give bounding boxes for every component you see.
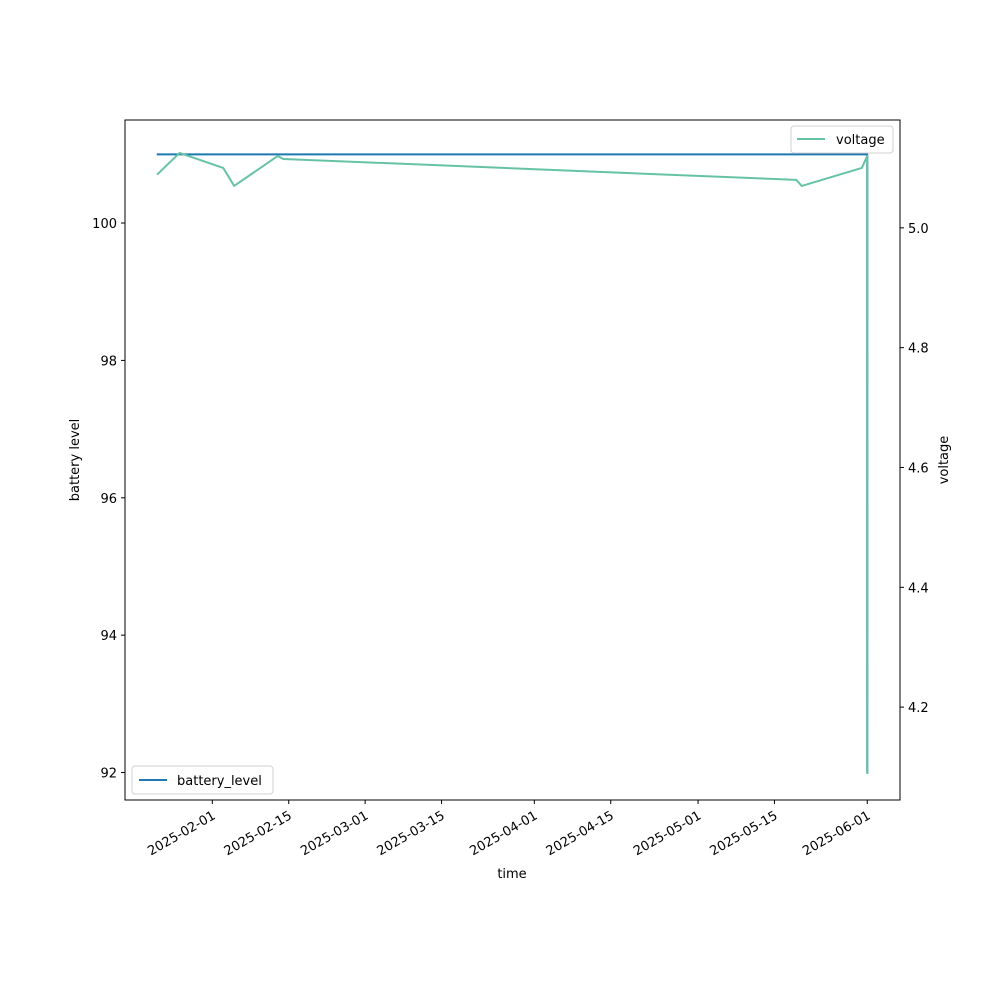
y-tick-label: 94	[100, 629, 117, 644]
y-tick-label: 92	[100, 767, 117, 782]
y-axis-right-label: voltage	[937, 436, 952, 485]
y-tick-label: 96	[100, 492, 117, 507]
y2-tick-label: 4.2	[908, 701, 929, 716]
series-line-voltage	[156, 151, 869, 775]
y-tick-label: 98	[100, 354, 117, 369]
y-axis-left-ticks: 92 94 96 98 100	[92, 217, 125, 782]
y2-tick-label: 4.8	[908, 342, 929, 357]
legend-label-voltage: voltage	[836, 133, 885, 148]
x-axis-label: time	[497, 867, 526, 882]
plot-frame	[124, 119, 901, 801]
legend-voltage: voltage	[790, 125, 894, 154]
y-axis-left-label: battery level	[68, 419, 83, 502]
y2-tick-label: 4.6	[908, 461, 929, 476]
series-lines	[156, 151, 869, 775]
legend-battery-level: battery_level	[131, 765, 274, 795]
y2-tick-label: 4.4	[908, 581, 929, 596]
legend-box-battery-level	[131, 765, 274, 795]
y-tick-label: 100	[92, 217, 117, 232]
y-axis-right-ticks: 4.2 4.4 4.6 4.8 5.0	[900, 222, 929, 716]
legend-box-voltage	[790, 125, 894, 154]
y2-tick-label: 5.0	[908, 222, 929, 237]
legend-label-battery-level: battery_level	[177, 774, 262, 789]
